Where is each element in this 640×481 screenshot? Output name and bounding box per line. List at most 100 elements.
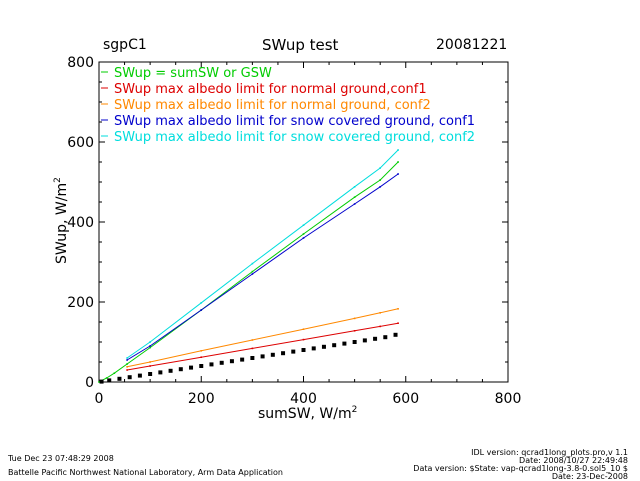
data-point: [342, 341, 347, 346]
data-point: [270, 352, 275, 357]
data-point: [397, 173, 399, 175]
data-point: [397, 308, 399, 310]
x-tick-label-0: 0: [95, 391, 104, 407]
series-line-2: [126, 308, 399, 368]
data-point: [149, 345, 151, 347]
y-tick-label-1: 200: [67, 295, 94, 311]
axis-ticks: 0 200 400 600 800 0 200 400 600 800: [67, 55, 521, 407]
data-point: [126, 359, 128, 361]
date-label: 20081221: [436, 37, 508, 53]
series-line-3: [126, 173, 399, 361]
data-point: [397, 161, 399, 163]
data-point: [302, 224, 305, 226]
legend-entry-1: SWup max albedo limit for normal ground,…: [114, 82, 427, 97]
series-5: [99, 332, 398, 384]
data-point: [302, 233, 305, 235]
data-point: [107, 378, 112, 383]
data-point: [397, 322, 399, 324]
footer-timestamp: Tue Dec 23 07:48:29 2008: [8, 454, 114, 463]
data-point: [158, 370, 163, 375]
chart-title: SWup test: [262, 36, 339, 54]
legend-entry-0: SWup = sumSW or GSW: [114, 66, 272, 81]
data-point: [393, 332, 398, 337]
data-point: [353, 330, 356, 332]
series-3: [126, 173, 399, 361]
data-point: [137, 373, 142, 378]
x-tick-label-2: 400: [290, 391, 317, 407]
data-point: [200, 350, 203, 352]
data-point: [352, 340, 357, 344]
site-label: sgpC1: [103, 37, 147, 53]
data-point: [291, 349, 296, 354]
data-point: [229, 359, 234, 364]
data-point: [251, 262, 254, 265]
data-point: [251, 347, 254, 350]
data-point: [353, 196, 356, 198]
y-tick-label-0: 0: [85, 375, 94, 391]
data-point: [126, 366, 128, 368]
series-2: [126, 308, 399, 368]
data-point: [126, 363, 128, 365]
series-1: [126, 322, 399, 371]
data-point: [105, 377, 108, 379]
data-point: [149, 365, 151, 367]
data-point: [379, 179, 381, 181]
data-point: [373, 336, 378, 341]
data-point: [379, 167, 381, 169]
footer-data-date: Date: 23-Dec-2008: [551, 472, 628, 481]
data-point: [98, 381, 100, 383]
data-point: [200, 356, 203, 358]
y-tick-label-3: 600: [67, 135, 94, 151]
data-point: [302, 328, 305, 330]
data-point: [332, 343, 337, 348]
data-point: [189, 365, 194, 370]
data-point: [199, 364, 204, 368]
data-point: [311, 346, 316, 351]
data-point: [302, 237, 305, 239]
y-tick-label-4: 800: [67, 55, 94, 71]
data-point: [251, 273, 254, 275]
data-point: [126, 369, 128, 371]
data-point: [353, 203, 356, 205]
data-point: [148, 372, 153, 376]
data-point: [379, 312, 381, 314]
data-point: [117, 376, 122, 381]
swup-chart: 0 200 400 600 800 0 200 400 600 800 SWup = sumSW …: [53, 55, 521, 422]
data-point: [209, 362, 214, 367]
data-point: [200, 302, 203, 304]
data-point: [149, 341, 151, 343]
legend-entry-3: SWup max albedo limit for snow covered g…: [114, 114, 475, 129]
legend-entry-4: SWup max albedo limit for snow covered g…: [114, 130, 475, 145]
data-point: [149, 361, 151, 363]
data-point: [251, 339, 254, 341]
footer-lab: Battelle Pacific Northwest National Labo…: [8, 468, 283, 477]
data-point: [251, 270, 254, 273]
data-point: [281, 351, 286, 356]
data-point: [379, 186, 381, 188]
y-tick-label-2: 400: [67, 215, 94, 231]
data-point: [397, 149, 399, 151]
x-axis-label: sumSW, W/m2: [258, 405, 357, 422]
data-point: [113, 372, 116, 374]
legend-entry-2: SWup max albedo limit for normal ground,…: [114, 98, 431, 113]
data-point: [149, 346, 151, 349]
data-point: [200, 309, 203, 311]
data-point: [321, 344, 326, 349]
data-point: [383, 335, 388, 340]
data-point: [219, 360, 224, 365]
y-axis-label: SWup, W/m2: [53, 177, 70, 264]
series-layer: [98, 149, 399, 384]
data-point: [250, 356, 255, 360]
data-point: [353, 317, 356, 320]
data-point: [99, 379, 104, 384]
series-line-1: [127, 322, 399, 371]
data-point: [302, 338, 305, 341]
data-point: [178, 367, 183, 372]
data-point: [301, 348, 306, 352]
data-point: [379, 325, 381, 328]
x-tick-label-4: 800: [495, 391, 522, 407]
data-point: [168, 368, 173, 373]
footer-data-version: Data version: $State: vap-qcrad1long-3.8…: [413, 464, 628, 473]
series-line-4: [126, 149, 399, 359]
x-tick-label-3: 600: [392, 391, 419, 407]
